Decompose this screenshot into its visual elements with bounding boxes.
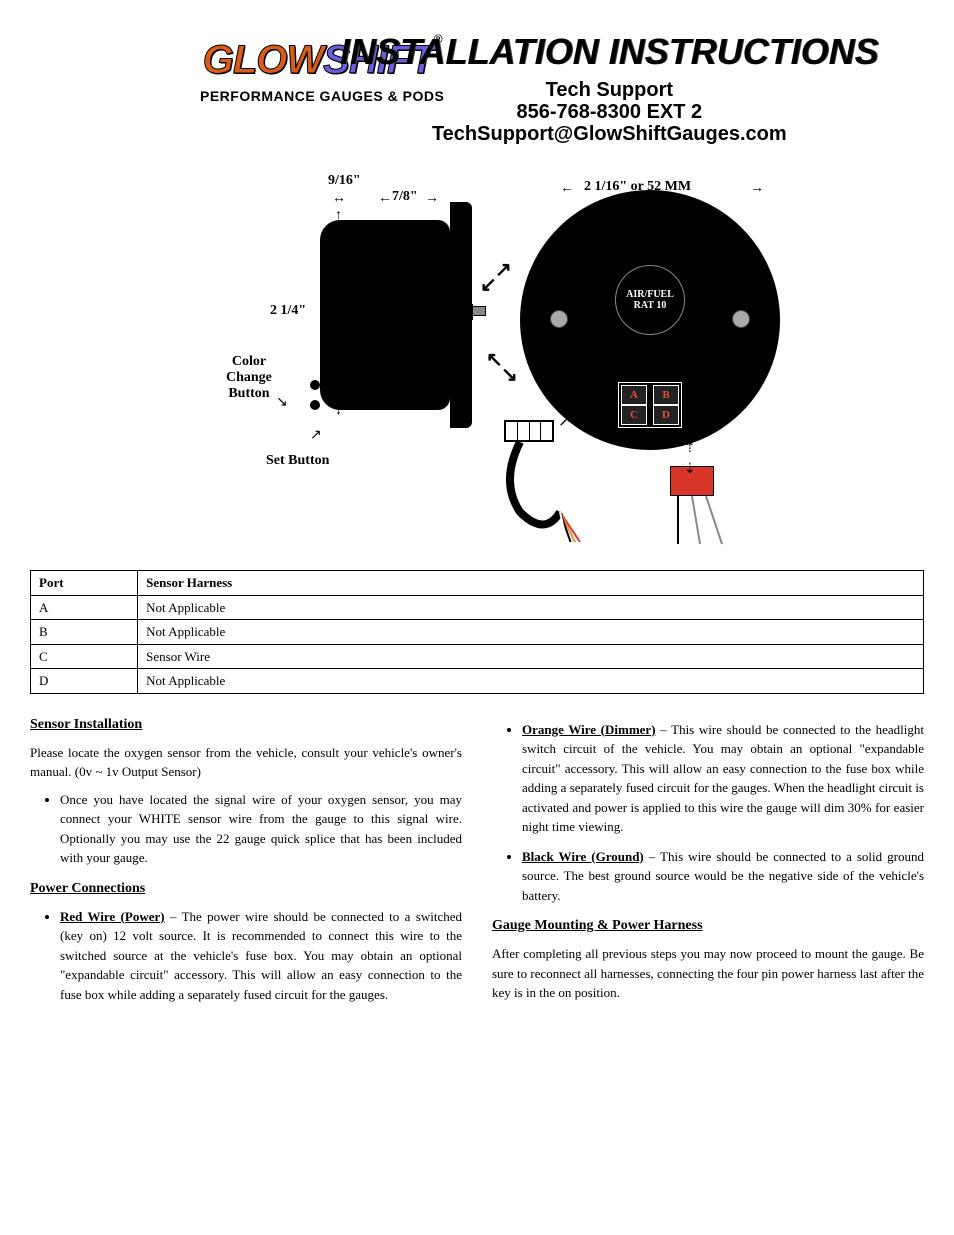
port-b: B [653, 385, 679, 405]
left-column: Sensor Installation Please locate the ox… [30, 714, 462, 1015]
table-row: BNot Applicable [31, 620, 924, 645]
color-button-label: Color Change Button [226, 354, 272, 402]
arrow-icon: ↘ [276, 392, 288, 413]
port-a: A [621, 385, 647, 405]
arrow-icon: ↘ [501, 360, 518, 390]
set-button-icon [310, 400, 320, 410]
sensor-para: Please locate the oxygen sensor from the… [30, 743, 462, 782]
arrow-icon: → [750, 178, 764, 199]
logo-part1: GLOW [203, 38, 323, 82]
power-step: Black Wire (Ground) – This wire should b… [522, 847, 924, 906]
mounting-heading: Gauge Mounting & Power Harness [492, 915, 924, 936]
gauge-diagram: 9/16" ↔ ← 7/8" → 2 1/4" ↑ ↓ ← 2 1/16" or… [30, 160, 924, 540]
bolt-icon [550, 310, 568, 328]
port-table: Port Sensor Harness ANot Applicable BNot… [30, 570, 924, 694]
col-harness: Sensor Harness [138, 571, 924, 596]
support-line1: Tech Support [340, 79, 879, 101]
table-row: DNot Applicable [31, 669, 924, 694]
color-change-button-icon [310, 380, 320, 390]
arrow-icon: ↗ [495, 255, 512, 285]
page-header: GLOWSHIFT® PERFORMANCE GAUGES & PODS INS… [30, 20, 924, 130]
sensor-heading: Sensor Installation [30, 714, 462, 735]
table-row: CSensor Wire [31, 644, 924, 669]
page-title: INSTALLATION INSTRUCTIONS [340, 25, 879, 79]
dim-height: 2 1/4" [270, 300, 306, 321]
gauge-stud [472, 306, 486, 316]
support-line2: 856-768-8300 EXT 2 [340, 101, 879, 123]
bolt-icon [732, 310, 750, 328]
table-header-row: Port Sensor Harness [31, 571, 924, 596]
wire-bundle [490, 442, 590, 542]
power-connector [504, 420, 554, 442]
right-column: Orange Wire (Dimmer) – This wire should … [492, 714, 924, 1015]
col-port: Port [31, 571, 138, 596]
arrow-icon: ← [378, 188, 392, 209]
set-button-label: Set Button [266, 450, 329, 471]
mounting-para: After completing all previous steps you … [492, 944, 924, 1003]
arrow-icon: → [425, 188, 439, 209]
power-step: Orange Wire (Dimmer) – This wire should … [522, 720, 924, 837]
arrow-icon: ← [560, 178, 574, 199]
arrow-icon: ↗ [310, 425, 322, 446]
table-row: ANot Applicable [31, 595, 924, 620]
dim-top-wide: 7/8" [392, 186, 418, 207]
title-block: INSTALLATION INSTRUCTIONS Tech Support 8… [340, 25, 879, 145]
power-step: Red Wire (Power) – The power wire should… [60, 907, 462, 1005]
port-d: D [653, 405, 679, 425]
instruction-columns: Sensor Installation Please locate the ox… [30, 714, 924, 1015]
gauge-body [320, 220, 450, 410]
arrow-icon: ↗ [558, 410, 571, 434]
gauge-side-view [320, 220, 450, 410]
sensor-wires [670, 496, 750, 546]
port-block: A B C D [618, 382, 682, 428]
sensor-step: Once you have located the signal wire of… [60, 790, 462, 868]
arrow-icon: ⇡⇣ [684, 438, 696, 480]
support-line3: TechSupport@GlowShiftGauges.com [340, 123, 879, 145]
port-c: C [621, 405, 647, 425]
gauge-face-label: AIR/FUEL RAT 10 [615, 265, 685, 335]
power-heading: Power Connections [30, 878, 462, 899]
